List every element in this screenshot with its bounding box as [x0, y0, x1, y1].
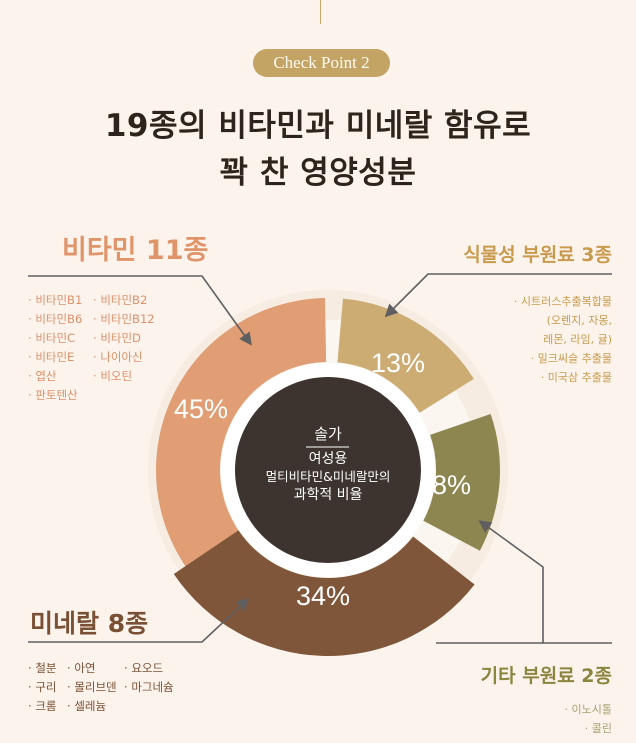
vitamin-title: 비타민 11종: [62, 235, 209, 266]
list-item: · 철분: [28, 661, 57, 675]
mineral-list-col1: · 철분 · 구리 · 크롬: [28, 659, 56, 716]
title-line-2: 꽉 찬 영양성분: [219, 155, 417, 191]
list-item: · 비타민B1: [28, 293, 83, 307]
check-point-badge: Check Point 2: [253, 49, 390, 77]
mineral-list-col2: · 아연 · 몰리브덴 · 셀레늄: [67, 659, 117, 716]
center-line-2: 멀티비타민&미네랄만의: [265, 469, 391, 484]
list-item: · 비타민B2: [93, 293, 148, 307]
title-line-1: 19종의 비타민과 미네랄 함유로: [104, 108, 532, 144]
mineral-list-col3: · 요오드 · 마그네슘: [124, 659, 174, 697]
list-item: · 판토텐산: [28, 388, 78, 402]
list-item: · 비오틴: [93, 369, 133, 383]
list-item: · 구리: [28, 680, 57, 694]
list-item: · 요오드: [124, 661, 164, 675]
other-list: · 이노시톨 · 콜린: [565, 700, 612, 738]
mineral-leader-line: [28, 597, 250, 643]
mineral-title: 미네랄 8종: [30, 609, 149, 638]
chart-slices: [155, 298, 500, 657]
plant-title: 식물성 부원료 3종: [463, 244, 612, 266]
list-item: · 미국삼 추출물: [540, 371, 612, 384]
plant-leader-line: [384, 273, 612, 318]
center-line-1: 여성용: [308, 451, 348, 467]
list-item: · 이노시톨: [564, 703, 612, 716]
list-item: · 비타민D: [93, 331, 141, 345]
other-title: 기타 부원료 2종: [480, 665, 612, 687]
list-item: · 크롬: [28, 699, 57, 713]
page-title: 19종의 비타민과 미네랄 함유로 꽉 찬 영양성분: [0, 103, 636, 197]
list-item: · 마그네슘: [124, 680, 174, 694]
list-item: · 시트러스추출복합물: [513, 295, 612, 308]
slice-2: [423, 414, 500, 551]
pct-mineral: 34%: [296, 581, 351, 611]
slice-0: [155, 298, 327, 634]
brand-name: 솔가: [314, 425, 342, 443]
top-divider-line: [320, 0, 321, 24]
vitamin-leader-line: [28, 275, 252, 346]
list-item: · 나이아신: [93, 350, 143, 364]
list-item: · 비타민B6: [28, 312, 83, 326]
slice-1: [337, 298, 474, 413]
list-item: · 밀크씨슬 추출물: [530, 352, 612, 365]
list-item: · 비타민C: [28, 331, 76, 345]
list-item: 레몬, 라임, 귤): [543, 333, 612, 346]
center-circle: [235, 377, 421, 563]
pct-other: 8%: [432, 470, 472, 500]
list-item: · 비타민B12: [93, 312, 155, 326]
list-item: · 몰리브덴: [67, 680, 117, 694]
other-leader-line: [478, 520, 612, 644]
slice-3: [173, 530, 475, 657]
pct-plant: 13%: [371, 348, 426, 378]
center-line-3: 과학적 비율: [293, 487, 363, 503]
list-item: · 콜린: [584, 722, 612, 735]
plant-list: · 시트러스추출복합물 (오렌지, 자몽, 레몬, 라임, 귤) · 밀크씨슬 …: [514, 292, 612, 387]
pct-vitamin: 45%: [174, 394, 229, 424]
list-item: · 비타민E: [28, 350, 75, 364]
list-item: · 아연: [67, 661, 96, 675]
list-item: (오렌지, 자몽,: [546, 314, 612, 327]
vitamin-list-col2: · 비타민B2 · 비타민B12 · 비타민D · 나이아신 · 비오틴: [93, 291, 155, 386]
list-item: · 엽산: [28, 369, 57, 383]
vitamin-list-col1: · 비타민B1 · 비타민B6 · 비타민C · 비타민E · 엽산 · 판토텐…: [28, 291, 82, 405]
center-label: 솔가 여성용 멀티비타민&미네랄만의 과학적 비율: [238, 423, 418, 504]
list-item: · 셀레늄: [67, 699, 107, 713]
